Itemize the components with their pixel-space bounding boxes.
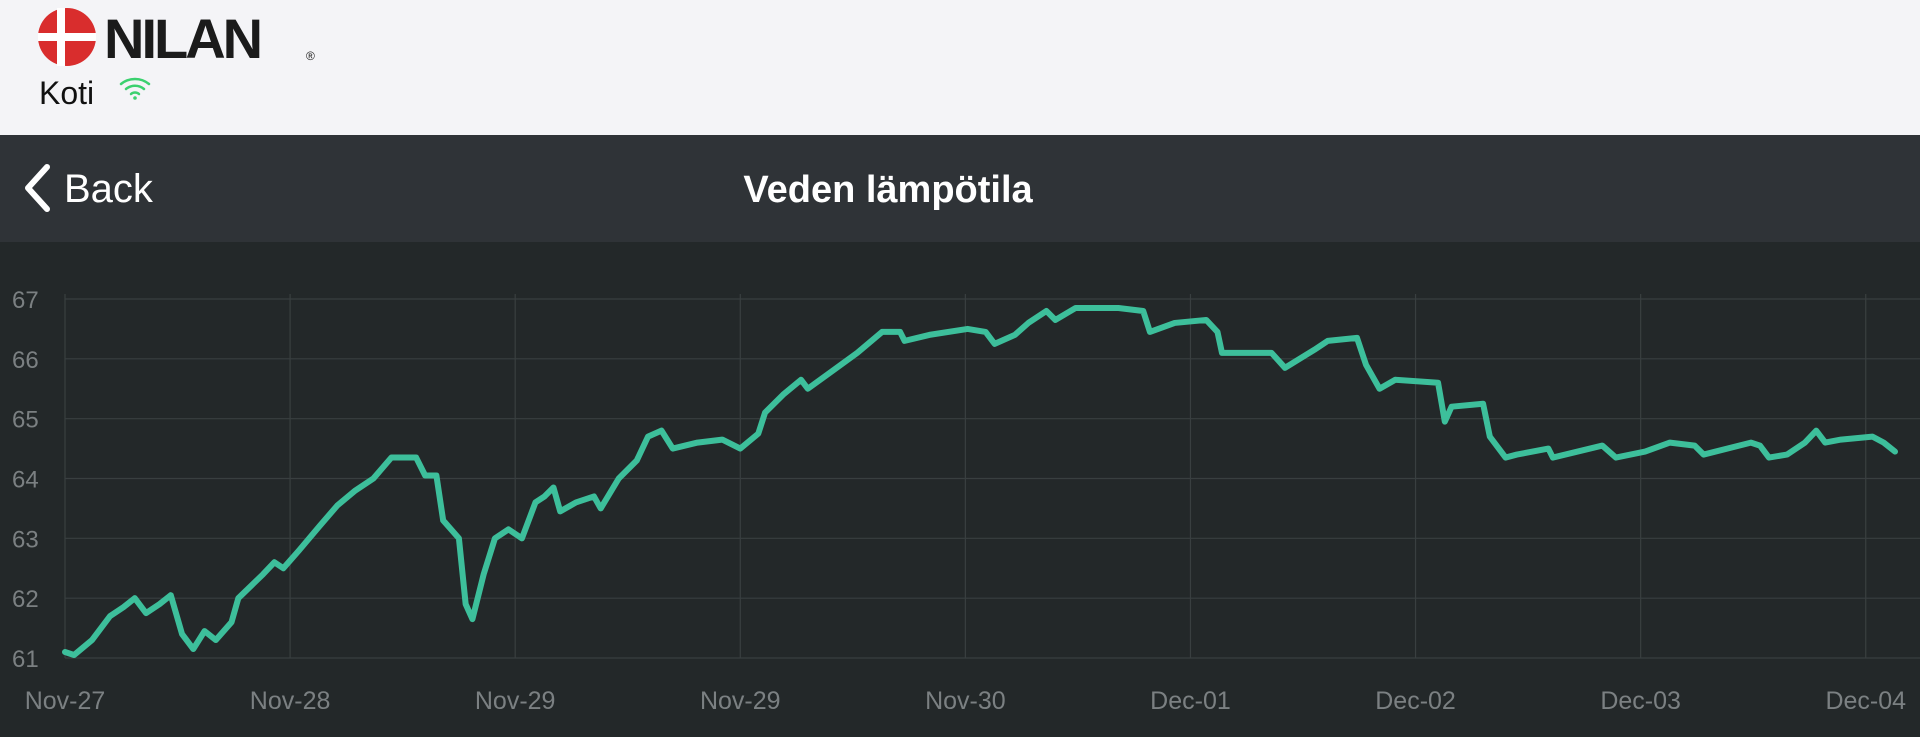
- x-tick-label: Dec-03: [1600, 687, 1681, 715]
- x-tick-label: Nov-29: [475, 687, 556, 715]
- chart-bg: [0, 242, 1920, 737]
- nav-bar: [0, 135, 1920, 242]
- back-chevron[interactable]: [25, 164, 50, 212]
- logo-cross: [57, 8, 65, 66]
- chart: 61 62 63 64 65 66 67 Nov-27 Nov-28 Nov-29 Nov-29 No…: [12, 287, 1920, 715]
- location: Koti: [39, 75, 94, 111]
- data-line: [62, 304, 1898, 659]
- logo: [38, 8, 96, 66]
- x-tick-label: Nov-29: [700, 687, 781, 715]
- x-tick-label: Dec-01: [1150, 687, 1231, 715]
- back-label[interactable]: Back: [64, 167, 154, 211]
- x-tick-label: Nov-27: [25, 687, 106, 715]
- y-tick-label: 67: [12, 287, 39, 314]
- y-tick-label: 66: [12, 347, 39, 374]
- page-title: Veden lämpötila: [743, 169, 1033, 211]
- logo-cross: [38, 33, 96, 41]
- header-bg: [0, 0, 1920, 135]
- registered: ®: [306, 49, 315, 63]
- y-tick-label: 62: [12, 586, 39, 613]
- y-tick-label: 61: [12, 646, 39, 673]
- y-tick-label: 63: [12, 526, 39, 553]
- wifi-icon: [119, 77, 151, 100]
- x-tick-label: Nov-30: [925, 687, 1006, 715]
- y-tick-label: 65: [12, 407, 39, 434]
- x-tick-label: Dec-04: [1825, 687, 1906, 715]
- x-tick-label: Dec-02: [1375, 687, 1456, 715]
- brand: NILAN: [104, 7, 260, 70]
- y-tick-label: 64: [12, 467, 39, 494]
- x-tick-label: Nov-28: [250, 687, 331, 715]
- back-button[interactable]: Back: [25, 164, 154, 212]
